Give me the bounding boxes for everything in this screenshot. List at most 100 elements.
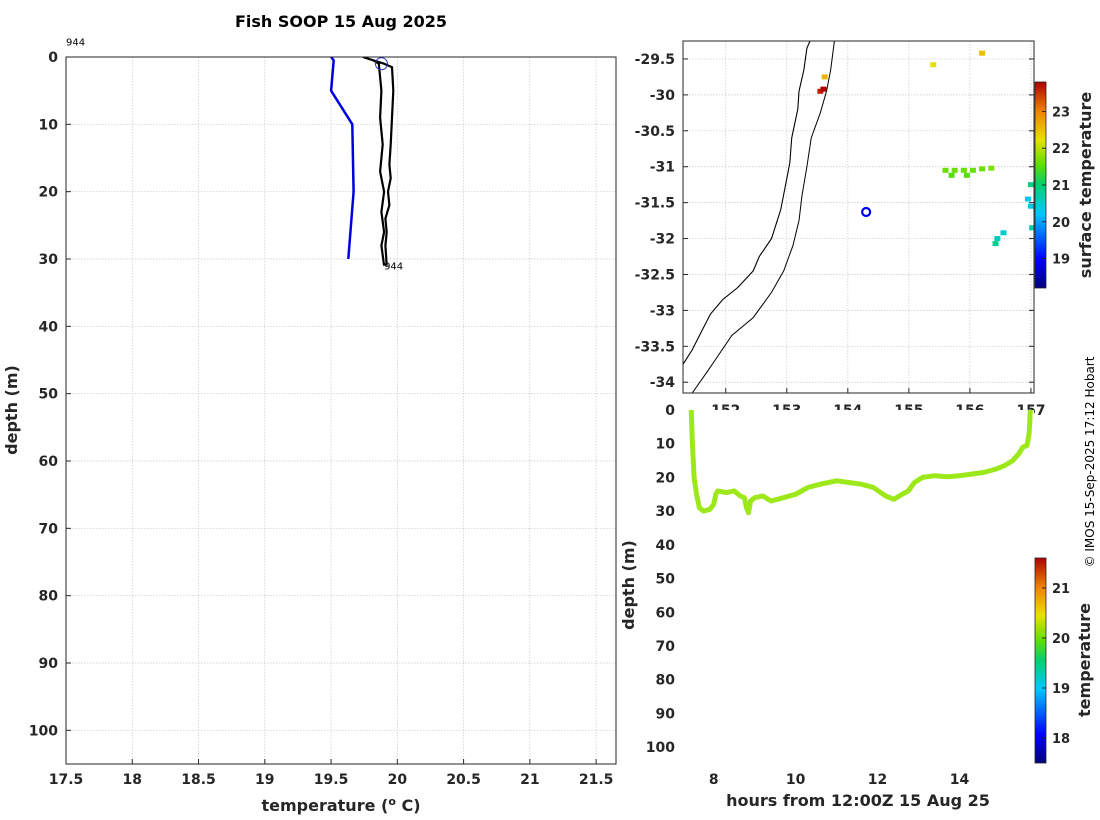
track-y-tick-label: 10 [656, 437, 676, 453]
sst-pixel [969, 167, 976, 173]
profile-x-tick-label: 17.5 [49, 772, 84, 788]
profile-y-label: depth (m) [2, 365, 21, 455]
map-y-tick-label: -32.5 [635, 267, 675, 283]
map-y-tick-label: -30.5 [635, 124, 675, 140]
profile-y-tick-label: 40 [39, 319, 59, 335]
track-y-tick-label: 50 [656, 572, 676, 588]
coastline [683, 41, 811, 365]
track-x-tick-label: 10 [786, 772, 806, 788]
track-y-tick-label: 80 [656, 673, 676, 689]
track-y-tick-label: 60 [656, 605, 676, 621]
track-colorbar-tick-label: 20 [1052, 632, 1070, 647]
map-y-tick-label: -33 [650, 303, 675, 319]
track-background [683, 410, 1034, 764]
sst-pixel [820, 86, 827, 92]
profile-x-label: temperature (o C) [261, 795, 420, 815]
sst-pixel [951, 167, 958, 173]
sst-pixel [821, 74, 828, 80]
track-y-tick-label: 90 [656, 706, 676, 722]
profile-y-tick-label: 90 [39, 656, 59, 672]
profile-y-tick-label: 60 [39, 454, 59, 470]
track-y-tick-label: 70 [656, 639, 676, 655]
track-y-tick-label: 30 [656, 504, 676, 520]
profile-ticks: 17.5 18 18.5 19 19.5 20 20.5 21 21.5 0 10 20 30 40 50 6… [29, 50, 614, 788]
profile-series-black [372, 59, 386, 266]
map-y-tick-label: -31 [650, 160, 675, 176]
sst-pixel [994, 236, 1001, 242]
track-x-tick-label: 8 [709, 772, 719, 788]
sst-pixel [960, 167, 967, 173]
track-colorbar [1034, 557, 1047, 764]
figure-title: Fish SOOP 15 Aug 2025 [235, 12, 447, 31]
sst-pixel [817, 88, 824, 94]
profile-y-tick-label: 20 [39, 185, 59, 201]
map-content [683, 41, 1034, 393]
profile-series-black [362, 57, 395, 266]
track-y-tick-label: 100 [646, 740, 675, 756]
map-ticks: 152153154155156157-29.5-30-30.5-31-31.5-… [635, 52, 1046, 419]
track-y-label: depth (m) [619, 540, 638, 630]
track-series [688, 410, 1033, 516]
profile-x-tick-label: 19.5 [314, 772, 349, 788]
profile-x-tick-label: 18.5 [181, 772, 216, 788]
profile-y-tick-label: 50 [39, 387, 59, 403]
track-colorbar-tick-label: 18 [1052, 732, 1070, 747]
map-colorbar-tick-label: 21 [1052, 179, 1070, 194]
profile-x-label-sup: o [388, 795, 396, 808]
track-x-label: hours from 12:00Z 15 Aug 25 [726, 791, 990, 810]
map-colorbar-ticks: 19 20 21 22 23 [1042, 105, 1070, 268]
profile-series-blue [329, 57, 355, 260]
map-y-tick-label: -29.5 [635, 52, 675, 68]
map-y-tick-label: -32 [650, 232, 675, 248]
map-y-tick-label: -33.5 [635, 339, 675, 355]
sst-pixel [930, 62, 937, 68]
map-colorbar-tick-label: 20 [1052, 216, 1070, 231]
sst-pixel [988, 165, 995, 171]
profile-y-tick-label: 70 [39, 521, 59, 537]
vessel-location-marker [861, 206, 872, 218]
map-colorbar-tick-label: 23 [1052, 105, 1070, 120]
profile-annotation: 944 [66, 38, 85, 49]
track-colorbar-ticks: 18 19 20 21 [1042, 582, 1070, 747]
track-colorbar-tick-label: 21 [1052, 582, 1070, 597]
track-y-tick-label: 40 [656, 538, 676, 554]
profile-annotation: 944 [384, 262, 403, 273]
map-colorbar-label: surface temperature [1076, 92, 1095, 279]
track-colorbar-tick-label: 19 [1052, 682, 1070, 697]
track-y-tick-label: 20 [656, 470, 676, 486]
map-y-tick-label: -30 [650, 88, 676, 104]
sst-pixel [1000, 230, 1007, 236]
map-colorbar-tick-label: 22 [1052, 142, 1070, 157]
sst-pixel [942, 167, 949, 173]
profile-x-label-end: C) [396, 796, 421, 815]
profile-y-tick-label: 30 [39, 252, 59, 268]
sst-pixel [1027, 203, 1034, 209]
track-colorbar-label: temperature [1075, 603, 1094, 717]
profile-x-label-text: temperature ( [261, 796, 388, 815]
sst-pixel [992, 241, 999, 247]
profile-x-tick-label: 20 [388, 772, 408, 788]
copyright-text: © IMOS 15-Sep-2025 17:12 Hobart [1083, 356, 1097, 567]
profile-axes-box [65, 56, 617, 765]
profile-y-tick-label: 100 [29, 723, 58, 739]
profile-panel: 17.5 18 18.5 19 19.5 20 20.5 21 21.5 0 10 20 30 40 50 6… [2, 38, 617, 815]
profile-y-tick-label: 10 [39, 117, 59, 133]
profile-y-tick-label: 0 [48, 50, 58, 66]
profile-annotations: 944 944 [66, 38, 403, 273]
track-panel: 8 10 12 14 0 10 20 30 40 50 60 70 80 90 100 hours from… [619, 403, 1094, 810]
sst-pixel [1027, 182, 1034, 188]
sst-pixel [948, 172, 955, 178]
map-axes-box [682, 40, 1035, 394]
track-ticks: 8 10 12 14 0 10 20 30 40 50 60 70 80 90 100 [646, 403, 970, 788]
profile-x-tick-label: 21 [520, 772, 539, 788]
map-y-tick-label: -31.5 [635, 196, 675, 212]
sst-pixel [1024, 196, 1031, 202]
sst-pixel [979, 166, 986, 172]
map-colorbar-tick-label: 19 [1052, 253, 1070, 268]
map-y-tick-label: -34 [650, 375, 676, 391]
track-x-tick-label: 12 [868, 772, 887, 788]
sst-pixel [1029, 225, 1034, 231]
track-x-tick-label: 14 [950, 772, 970, 788]
profile-y-tick-label: 80 [39, 589, 59, 605]
